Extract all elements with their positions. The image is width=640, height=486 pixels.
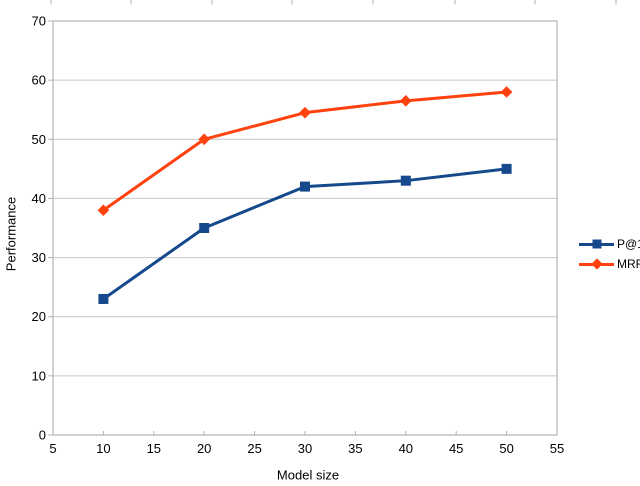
mrr-line-sample [579, 258, 614, 270]
p-1-data-point-marker [199, 223, 210, 233]
y-tick-label: 20 [32, 309, 46, 324]
x-tick-label: 50 [499, 441, 513, 456]
y-tick-label: 10 [32, 368, 46, 383]
legend-item-mrr: MRR [579, 254, 640, 274]
x-tick-label: 55 [550, 441, 564, 456]
x-tick-label: 40 [399, 441, 413, 456]
p-at-1-line-sample [579, 239, 614, 250]
mrr-data-point-marker [500, 86, 513, 98]
legend-label-mrr: MRR [617, 257, 640, 271]
y-tick-label: 40 [32, 191, 46, 206]
y-tick-label: 30 [32, 250, 46, 265]
legend-item-p-at-1: P@1 [579, 234, 640, 254]
p-1-data-point-marker [98, 293, 109, 304]
x-tick-label: 45 [449, 441, 463, 456]
x-tick-label: 30 [298, 441, 312, 456]
x-tick-label: 10 [96, 441, 110, 456]
plot-border [52, 20, 558, 436]
y-axis-title: Performance [3, 196, 19, 272]
y-tick-label: 70 [32, 14, 46, 29]
y-tick-label: 50 [32, 132, 46, 147]
mrr-data-point-marker [400, 95, 412, 107]
legend-label-p-at-1: P@1 [617, 237, 640, 251]
x-tick-label: 20 [197, 441, 211, 456]
legend: P@1 MRR [579, 234, 640, 274]
mrr-data-point-marker [97, 204, 110, 217]
y-tick-label: 0 [39, 428, 46, 443]
x-tick-label: 15 [147, 441, 161, 456]
x-tick-label: 35 [348, 441, 362, 456]
square-marker-icon [592, 239, 601, 249]
x-axis-title: Model size [276, 467, 340, 483]
p-1-data-point-marker [300, 181, 310, 192]
diamond-marker-icon [590, 258, 603, 270]
p-1-data-point-marker [400, 175, 411, 186]
x-tick-label: 5 [49, 441, 56, 456]
y-tick-label: 60 [32, 73, 46, 88]
x-tick-label: 25 [247, 441, 261, 456]
mrr-data-point-marker [299, 106, 311, 119]
p-1-data-point-marker [501, 163, 512, 174]
mrr-data-point-marker [198, 133, 210, 146]
